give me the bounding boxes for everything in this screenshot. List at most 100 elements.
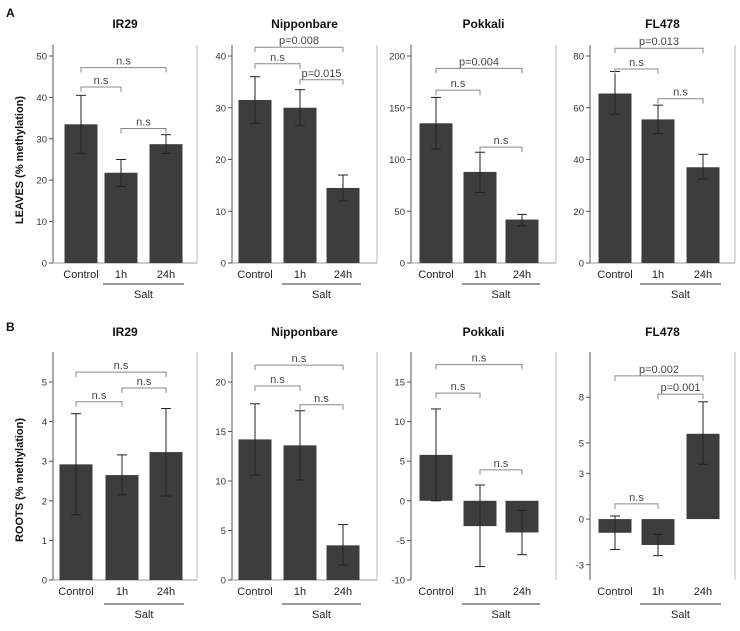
significance-label: n.s [494, 135, 509, 147]
significance-bracket [80, 86, 122, 93]
y-tick-label: 0 [579, 515, 584, 526]
y-tick-label: 0 [221, 259, 226, 270]
salt-group-label: Salt [671, 289, 690, 301]
y-tick-label: 30 [36, 134, 47, 145]
chart-title: Pokkali [462, 17, 504, 31]
significance-label: n.s [270, 52, 285, 64]
y-tick-label: 150 [389, 103, 405, 114]
significance-bracket [657, 393, 704, 400]
chart-title: FL478 [645, 325, 680, 339]
significance-bracket [254, 385, 301, 391]
significance-label: n.s [451, 381, 466, 393]
significance-label: p=0.008 [279, 35, 319, 47]
significance-bracket [479, 469, 523, 475]
y-tick-label: 0 [221, 576, 226, 587]
bar [238, 99, 272, 263]
bar [505, 219, 539, 263]
x-tick-label: 1h [294, 269, 306, 281]
y-tick-label: 1 [42, 536, 47, 547]
salt-group-label: Salt [492, 289, 511, 301]
y-tick-label: 60 [573, 103, 584, 114]
significance-label: n.s [494, 458, 509, 470]
significance-label: n.s [116, 56, 131, 68]
x-tick-label: Control [597, 586, 632, 598]
significance-bracket [120, 127, 167, 134]
x-tick-label: Control [58, 586, 93, 598]
y-tick-label: 4 [42, 417, 47, 428]
y-tick-label: 100 [389, 155, 405, 166]
x-tick-label: 1h [115, 269, 127, 281]
significance-bracket [75, 371, 167, 378]
roots-y-axis-label: ROOTS (% methylation) [14, 418, 26, 542]
significance-bracket [299, 79, 344, 85]
bar [283, 107, 317, 263]
x-tick-label: 24h [694, 586, 712, 598]
chart-b-pokkali: Pokkali -10 -5 0 5 10 15 Control 1h 24h n.s n.s n.s S… [391, 325, 557, 621]
bar [686, 167, 720, 263]
chart-title: IR29 [112, 17, 138, 31]
significance-bracket [435, 67, 523, 74]
salt-group-label: Salt [671, 609, 690, 621]
x-tick-label: 24h [157, 586, 175, 598]
significance-bracket [80, 67, 167, 73]
salt-group-label: Salt [312, 609, 331, 621]
significance-bracket [435, 364, 523, 370]
y-tick-label: 5 [579, 438, 584, 449]
significance-label: n.s [94, 75, 109, 87]
bar [598, 93, 632, 263]
x-tick-label: Control [418, 586, 453, 598]
y-tick-label: 5 [400, 457, 405, 468]
chart-a-fl478: FL478 0 20 40 60 80 Control 1h 24h n.s n.s p=0.013 S… [573, 17, 736, 301]
y-tick-label: 8 [579, 393, 584, 404]
chart-a-nipponbare: Nipponbare 0 10 20 30 40 Control 1h 24h n.s p=0.01… [215, 17, 378, 301]
x-tick-label: Control [237, 269, 272, 281]
y-tick-label: 10 [36, 217, 47, 228]
y-tick-label: 20 [36, 176, 47, 187]
significance-bracket [614, 375, 704, 381]
y-tick-label: 2 [42, 496, 47, 507]
significance-label: p=0.013 [639, 36, 679, 48]
significance-label: p=0.015 [301, 68, 341, 80]
x-tick-label: 1h [652, 269, 664, 281]
significance-label: p=0.004 [459, 56, 499, 68]
y-tick-label: 30 [215, 103, 226, 114]
chart-b-fl478: FL478 -3 0 3 5 8 Control 1h 24h n.s p=0.001 p=0.002… [576, 325, 736, 621]
y-tick-label: 10 [394, 417, 405, 428]
y-tick-label: 3 [579, 469, 584, 480]
y-tick-label: 3 [42, 457, 47, 468]
x-tick-label: Control [597, 269, 632, 281]
y-tick-label: 5 [42, 378, 47, 389]
y-tick-label: 0 [42, 259, 47, 270]
significance-label: p=0.002 [639, 364, 679, 376]
x-tick-label: 1h [474, 586, 486, 598]
significance-label: n.s [92, 390, 107, 402]
significance-bracket [435, 392, 481, 399]
x-tick-label: 24h [334, 269, 352, 281]
x-tick-label: 24h [694, 269, 712, 281]
significance-bracket [614, 68, 659, 74]
significance-label: n.s [270, 374, 285, 386]
significance-bracket [435, 89, 481, 96]
y-tick-label: 40 [215, 52, 226, 63]
y-tick-label: 200 [389, 52, 405, 63]
significance-label: n.s [673, 87, 688, 99]
salt-group-label: Salt [312, 289, 331, 301]
y-tick-label: 50 [36, 52, 47, 63]
significance-label: n.s [137, 376, 152, 388]
significance-label: n.s [451, 78, 466, 90]
chart-title: Pokkali [462, 325, 504, 339]
x-tick-label: Control [237, 586, 272, 598]
chart-b-nipponbare: Nipponbare 0 5 10 15 20 Control 1h 24h n.s n.s n.s S… [215, 325, 378, 621]
y-tick-label: 0 [400, 496, 405, 507]
y-tick-label: 0 [42, 576, 47, 587]
significance-label: n.s [629, 492, 644, 504]
bar [641, 119, 675, 263]
y-tick-label: 20 [215, 378, 226, 389]
significance-bracket [299, 404, 344, 410]
panel-a-label: A [6, 6, 15, 20]
y-tick-label: 5 [221, 526, 226, 537]
y-tick-label: -5 [397, 536, 405, 547]
y-tick-label: 40 [36, 93, 47, 104]
